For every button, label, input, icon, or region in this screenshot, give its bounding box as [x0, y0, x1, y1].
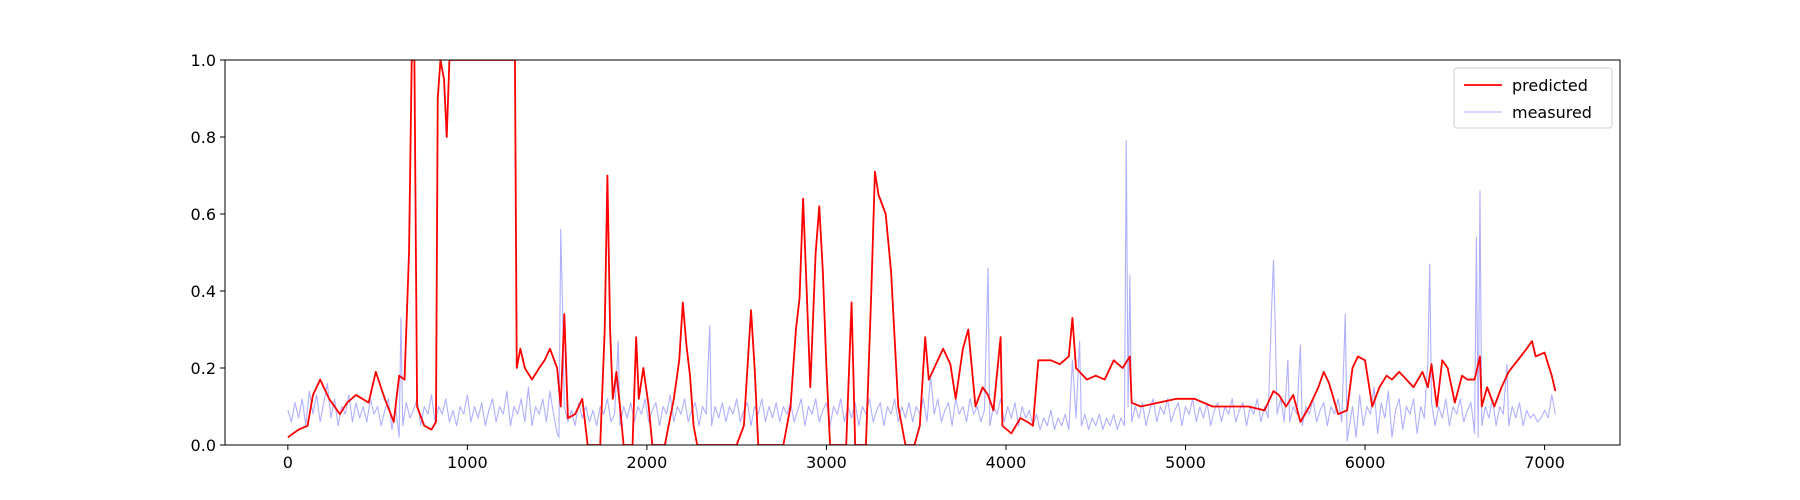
x-tick-label: 0 [283, 453, 293, 472]
legend: predicted measured [1453, 67, 1613, 129]
x-tick-label: 2000 [627, 453, 668, 472]
series-layer [287, 60, 1557, 445]
x-tick-label: 1000 [447, 453, 488, 472]
y-tick-label: 0.6 [191, 205, 216, 224]
y-tick-label: 0.2 [191, 359, 216, 378]
x-tick-label: 3000 [806, 453, 847, 472]
series-line-measured [287, 140, 1556, 442]
x-tick-label: 7000 [1524, 453, 1565, 472]
legend-box [1453, 67, 1613, 129]
x-tick-label: 4000 [986, 453, 1027, 472]
legend-label-measured: measured [1512, 103, 1592, 122]
y-tick-label: 0.0 [191, 436, 216, 455]
y-tick-label: 0.4 [191, 282, 216, 301]
x-axis: 0 1000 2000 3000 4000 5000 6000 7000 [283, 445, 1565, 472]
y-tick-label: 0.8 [191, 128, 216, 147]
series-line-predicted [287, 60, 1557, 445]
legend-label-predicted: predicted [1512, 76, 1588, 95]
plot-area-frame [224, 59, 1621, 446]
x-tick-label: 6000 [1345, 453, 1386, 472]
x-tick-label: 5000 [1165, 453, 1206, 472]
y-tick-label: 1.0 [191, 51, 216, 70]
y-axis: 0.0 0.2 0.4 0.6 0.8 1.0 [191, 51, 225, 455]
